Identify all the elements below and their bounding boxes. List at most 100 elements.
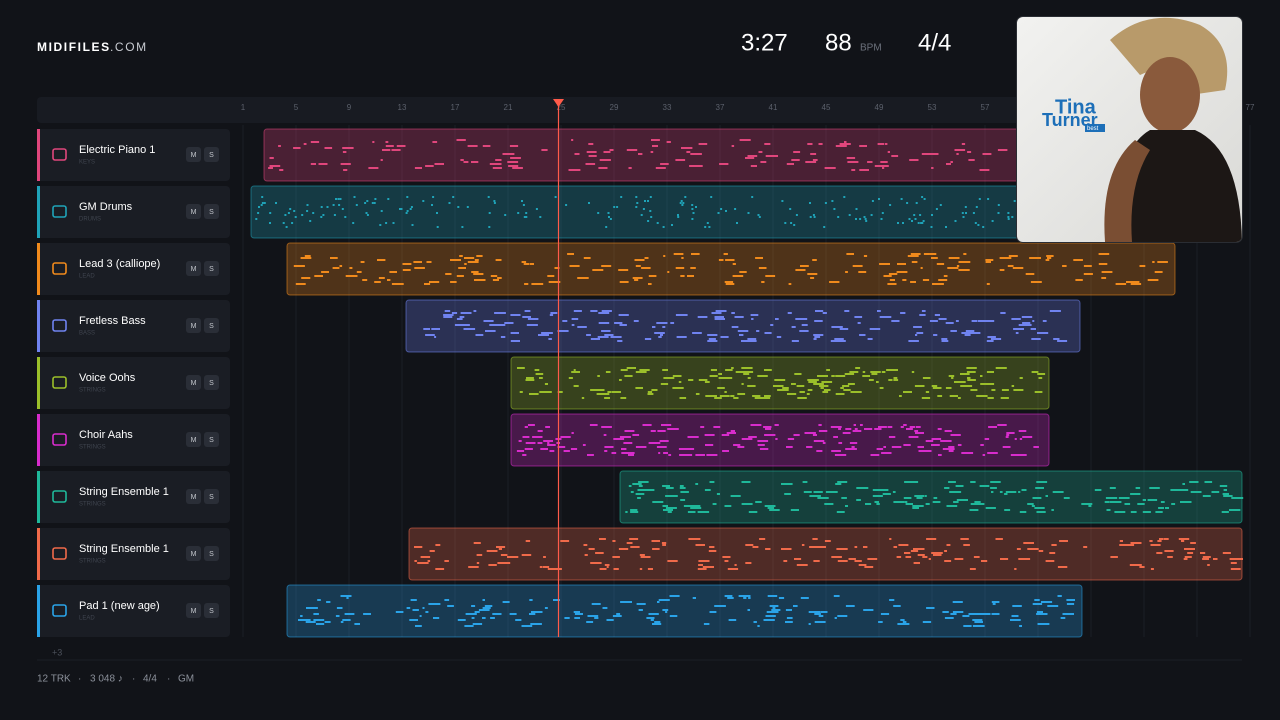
note	[778, 597, 785, 599]
solo-button[interactable]	[204, 204, 219, 219]
note	[663, 452, 668, 454]
note	[984, 438, 990, 440]
track-icon	[52, 319, 67, 332]
note	[662, 485, 670, 487]
note	[808, 623, 811, 625]
note	[690, 505, 701, 507]
note	[510, 340, 520, 342]
mute-button[interactable]	[186, 147, 201, 162]
note	[1045, 259, 1050, 261]
note	[493, 202, 496, 204]
mute-button[interactable]	[186, 261, 201, 276]
note	[986, 340, 994, 342]
note	[1229, 509, 1241, 511]
region[interactable]	[408, 527, 1243, 581]
note	[425, 334, 435, 336]
mute-button[interactable]	[186, 546, 201, 561]
solo-button[interactable]	[204, 546, 219, 561]
note	[769, 605, 779, 607]
solo-button[interactable]	[204, 432, 219, 447]
region[interactable]	[286, 584, 1083, 638]
note	[1110, 501, 1122, 503]
track-header[interactable]	[37, 186, 230, 238]
note	[1167, 556, 1173, 558]
solo-button[interactable]	[204, 318, 219, 333]
solo-button[interactable]	[204, 261, 219, 276]
note	[340, 163, 351, 165]
note	[460, 159, 464, 161]
note	[1081, 503, 1093, 505]
note	[306, 210, 309, 212]
note	[1083, 265, 1092, 267]
note	[724, 560, 729, 562]
region[interactable]	[405, 299, 1081, 353]
note	[965, 212, 967, 214]
note	[676, 336, 687, 338]
note	[857, 322, 861, 324]
note	[1137, 503, 1145, 505]
note	[301, 277, 311, 279]
note	[714, 397, 722, 399]
note	[691, 208, 694, 210]
note	[675, 267, 685, 269]
mute-button[interactable]	[186, 375, 201, 390]
track-header[interactable]	[37, 414, 230, 466]
note	[727, 597, 734, 599]
note	[980, 444, 984, 446]
note	[793, 434, 800, 436]
note	[921, 196, 924, 198]
note	[1157, 261, 1168, 263]
note	[467, 145, 478, 147]
note	[953, 501, 959, 503]
note	[1008, 255, 1018, 257]
note	[910, 253, 921, 255]
note	[590, 338, 600, 340]
note	[406, 607, 411, 609]
note	[575, 265, 579, 267]
note	[724, 253, 727, 255]
solo-label: S	[209, 266, 214, 273]
note	[604, 312, 608, 314]
mute-label: M	[191, 323, 197, 330]
solo-button[interactable]	[204, 603, 219, 618]
note	[1022, 436, 1033, 438]
note	[860, 424, 863, 426]
note	[605, 226, 608, 228]
region[interactable]	[510, 356, 1050, 410]
note	[1229, 558, 1235, 560]
solo-button[interactable]	[204, 489, 219, 504]
note	[741, 481, 751, 483]
mute-button[interactable]	[186, 432, 201, 447]
mute-button[interactable]	[186, 603, 201, 618]
note	[802, 481, 808, 483]
note	[1158, 507, 1164, 509]
track-header[interactable]	[37, 129, 230, 181]
note	[1037, 332, 1049, 334]
note	[1037, 373, 1046, 375]
region[interactable]	[286, 242, 1176, 296]
note	[739, 334, 744, 336]
note	[618, 548, 629, 550]
region[interactable]	[510, 413, 1050, 467]
track-header[interactable]	[37, 528, 230, 580]
note	[760, 161, 767, 163]
mute-button[interactable]	[186, 489, 201, 504]
track-group: LEAD	[79, 274, 95, 280]
solo-button[interactable]	[204, 375, 219, 390]
mute-button[interactable]	[186, 318, 201, 333]
note	[944, 550, 947, 552]
note	[840, 387, 844, 389]
region[interactable]	[619, 470, 1243, 524]
track-header[interactable]	[37, 357, 230, 409]
track-header[interactable]	[37, 243, 230, 295]
track-header[interactable]	[37, 300, 230, 352]
track-header[interactable]	[37, 585, 230, 637]
mute-button[interactable]	[186, 204, 201, 219]
solo-button[interactable]	[204, 147, 219, 162]
notes	[516, 424, 1039, 456]
track-header[interactable]	[37, 471, 230, 523]
note	[923, 253, 930, 255]
note	[586, 334, 591, 336]
note	[640, 214, 643, 216]
note	[774, 379, 786, 381]
